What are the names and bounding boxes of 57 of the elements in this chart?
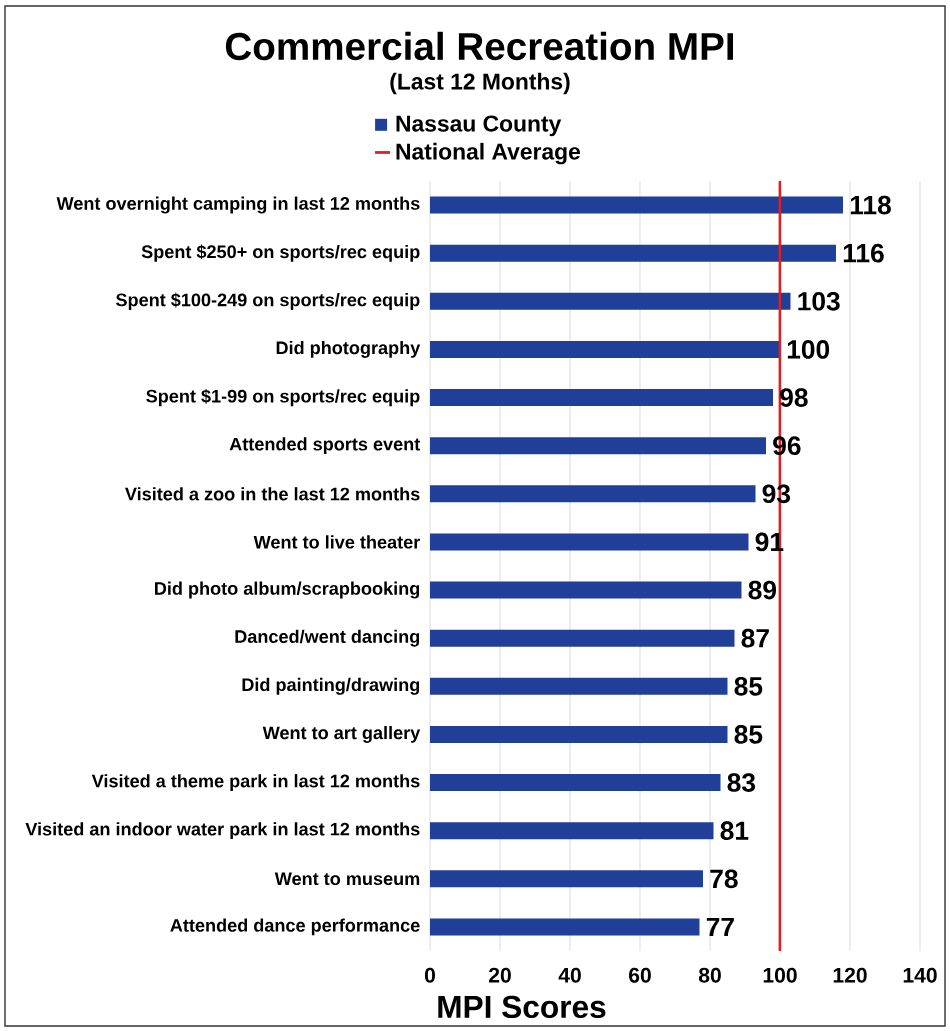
- bar: [430, 244, 836, 262]
- y-tick-label: Spent $100-249 on sports/rec equip: [116, 292, 420, 310]
- data-label: 83: [727, 773, 756, 792]
- y-tick-label: Did painting/drawing: [242, 677, 420, 695]
- bar: [430, 196, 844, 214]
- bar: [430, 822, 714, 840]
- bar: [430, 292, 791, 310]
- bar: [430, 389, 773, 407]
- bar: [430, 340, 780, 358]
- bar: [430, 629, 735, 647]
- data-label: 89: [748, 580, 777, 600]
- bar: [430, 437, 766, 455]
- bar: [430, 485, 756, 503]
- bar: [430, 870, 703, 888]
- y-tick-label: Spent $1-99 on sports/rec equip: [146, 388, 420, 407]
- x-tick-label: 20: [489, 967, 511, 983]
- x-tick-label: 140: [903, 967, 937, 983]
- data-label: 103: [798, 291, 840, 311]
- x-tick-label: 40: [558, 967, 581, 983]
- x-tick-label: 120: [833, 967, 867, 983]
- x-tick-label: 0: [424, 967, 435, 983]
- legend-label: National Average: [396, 142, 581, 165]
- y-tick-label: Went to museum: [274, 872, 420, 886]
- x-axis-title: MPI Scores: [438, 995, 606, 1019]
- chart-title: Commercial Recreation MPI: [225, 31, 734, 61]
- data-label: 118: [850, 195, 891, 215]
- y-tick-label: Attended sports event: [229, 437, 421, 455]
- bar: [430, 581, 742, 599]
- chart-subtitle: (Last 12 Months): [390, 72, 570, 95]
- data-label: 87: [741, 628, 769, 648]
- bar: [430, 725, 728, 743]
- bar: [430, 677, 728, 695]
- bar: [430, 918, 700, 936]
- data-label: 85: [734, 676, 763, 696]
- data-label: 77: [706, 917, 734, 937]
- y-tick-label: Went to art gallery: [262, 725, 421, 743]
- y-tick-label: Did photography: [276, 340, 421, 358]
- y-tick-label: Visited an indoor water park in last 12 months: [25, 822, 420, 840]
- data-label: 116: [843, 243, 884, 263]
- y-tick-label: Attended dance performance: [170, 918, 420, 936]
- legend-label: Nassau County: [396, 115, 562, 137]
- bar: [430, 774, 721, 792]
- bar: [430, 533, 749, 551]
- y-tick-label: Went to live theater: [253, 535, 420, 549]
- y-tick-label: Danced/went dancing: [235, 629, 420, 647]
- x-tick-label: 100: [763, 967, 797, 983]
- data-label: 85: [734, 725, 763, 744]
- data-label: 100: [787, 340, 830, 359]
- x-tick-label: 60: [629, 967, 651, 983]
- y-tick-label: Visited a zoo in the last 12 months: [125, 487, 420, 501]
- data-label: 78: [710, 869, 738, 889]
- y-tick-label: Went overnight camping in last 12 months: [56, 196, 420, 214]
- data-label: 81: [720, 821, 749, 841]
- x-tick-label: 80: [698, 967, 721, 983]
- y-tick-label: Visited a theme park in last 12 months: [91, 774, 420, 791]
- y-tick-label: Spent $250+ on sports/rec equip: [141, 244, 420, 262]
- y-tick-label: Did photo album/scrapbooking: [155, 581, 420, 599]
